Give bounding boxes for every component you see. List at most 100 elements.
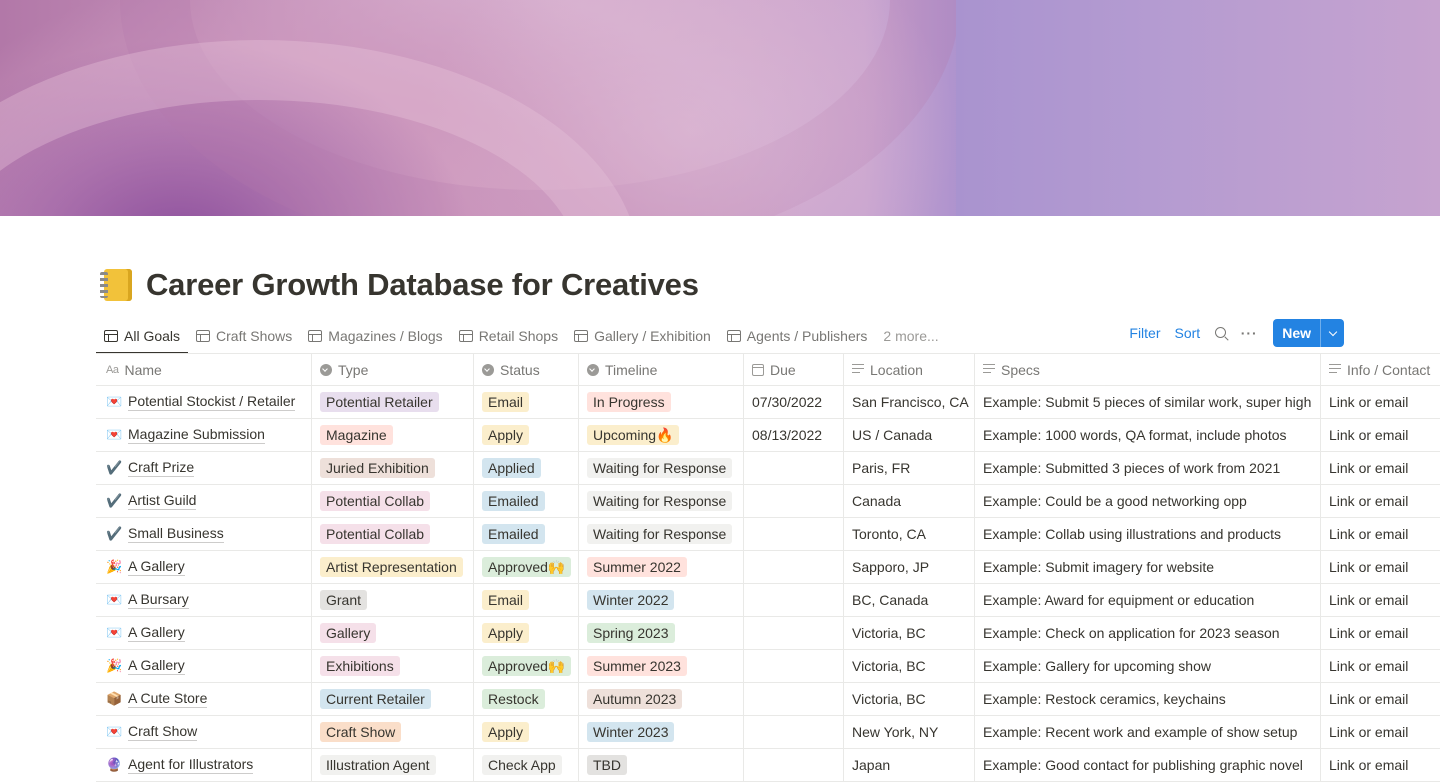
cell-info-contact[interactable]: Link or email [1321, 584, 1440, 616]
row-title-link[interactable]: Small Business [128, 525, 224, 543]
cell-location[interactable]: US / Canada [844, 419, 975, 451]
cell-timeline[interactable]: Summer 2023 [579, 650, 744, 682]
row-title-link[interactable]: A Gallery [128, 624, 185, 642]
table-row[interactable]: 💌 Potential Stockist / Retailer Potential … [96, 386, 1440, 419]
cell-type[interactable]: Potential Collab [312, 518, 474, 550]
cell-type[interactable]: Exhibitions [312, 650, 474, 682]
cell-timeline[interactable]: Spring 2023 [579, 617, 744, 649]
cell-location[interactable]: Victoria, BC [844, 683, 975, 715]
column-header-location[interactable]: Location [844, 354, 975, 385]
cell-timeline[interactable]: Winter 2023 [579, 716, 744, 748]
cell-due[interactable] [744, 650, 844, 682]
cell-specs[interactable]: Example: Recent work and example of show… [975, 716, 1321, 748]
cell-type[interactable]: Magazine [312, 419, 474, 451]
cell-type[interactable]: Potential Retailer [312, 386, 474, 418]
cell-type[interactable]: Potential Collab [312, 485, 474, 517]
row-title-link[interactable]: Potential Stockist / Retailer [128, 393, 296, 411]
cell-status[interactable]: Emailed [474, 485, 579, 517]
cell-specs[interactable]: Example: Gallery for upcoming show [975, 650, 1321, 682]
page-title[interactable]: Career Growth Database for Creatives [146, 267, 699, 302]
cell-due[interactable] [744, 683, 844, 715]
cell-name[interactable]: 💌 A Gallery [96, 617, 312, 649]
cell-specs[interactable]: Example: Check on application for 2023 s… [975, 617, 1321, 649]
cell-info-contact[interactable]: Link or email [1321, 386, 1440, 418]
cell-info-contact[interactable]: Link or email [1321, 419, 1440, 451]
row-title-link[interactable]: Agent for Illustrators [128, 756, 254, 774]
cell-due[interactable] [744, 716, 844, 748]
table-row[interactable]: 💌 Craft Show Craft Show Apply Winter 2023 New… [96, 716, 1440, 749]
cell-specs[interactable]: Example: Award for equipment or educatio… [975, 584, 1321, 616]
cell-type[interactable]: Craft Show [312, 716, 474, 748]
row-title-link[interactable]: Artist Guild [128, 492, 197, 510]
table-row[interactable]: 📦 A Cute Store Current Retailer Restock Autu… [96, 683, 1440, 716]
cell-status[interactable]: Apply [474, 716, 579, 748]
table-row[interactable]: 💌 A Gallery Gallery Apply Spring 2023 Victori… [96, 617, 1440, 650]
table-row[interactable]: ✔️ Craft Prize Juried Exhibition Applied Wai… [96, 452, 1440, 485]
tab-retail-shops[interactable]: Retail Shops [451, 319, 566, 353]
cell-status[interactable]: Check App [474, 749, 579, 781]
column-header-info-contact[interactable]: Info / Contact [1321, 354, 1440, 385]
cell-name[interactable]: 🎉 A Gallery [96, 650, 312, 682]
cell-info-contact[interactable]: Link or email [1321, 683, 1440, 715]
cell-status[interactable]: Applied [474, 452, 579, 484]
more-views-button[interactable]: 2 more... [883, 328, 939, 344]
cell-timeline[interactable]: In Progress [579, 386, 744, 418]
table-row[interactable]: 🔮 Agent for Illustrators Illustration Agen… [96, 749, 1440, 782]
cell-timeline[interactable]: Winter 2022 [579, 584, 744, 616]
cell-name[interactable]: ✔️ Small Business [96, 518, 312, 550]
tab-all-goals[interactable]: All Goals [96, 318, 189, 354]
row-title-link[interactable]: A Cute Store [128, 690, 208, 708]
row-title-link[interactable]: A Gallery [128, 657, 185, 675]
new-button[interactable]: New [1282, 325, 1311, 341]
cell-name[interactable]: 💌 Magazine Submission [96, 419, 312, 451]
cell-status[interactable]: Emailed [474, 518, 579, 550]
cell-status[interactable]: Email [474, 386, 579, 418]
cell-location[interactable]: New York, NY [844, 716, 975, 748]
cell-specs[interactable]: Example: Restock ceramics, keychains [975, 683, 1321, 715]
column-header-timeline[interactable]: Timeline [579, 354, 744, 385]
notebook-icon[interactable] [100, 267, 134, 303]
table-row[interactable]: 🎉 A Gallery Artist Representation Approved🙌… [96, 551, 1440, 584]
cell-due[interactable] [744, 584, 844, 616]
column-header-name[interactable]: Aa Name [96, 354, 312, 385]
tab-agents-publishers[interactable]: Agents / Publishers [719, 319, 876, 353]
cell-name[interactable]: 📦 A Cute Store [96, 683, 312, 715]
cell-timeline[interactable]: Waiting for Response [579, 518, 744, 550]
cell-location[interactable]: Canada [844, 485, 975, 517]
search-button[interactable] [1207, 319, 1235, 347]
filter-button[interactable]: Filter [1129, 325, 1161, 341]
column-header-due[interactable]: Due [744, 354, 844, 385]
more-options-button[interactable]: ··· [1235, 319, 1263, 347]
cell-status[interactable]: Approved🙌 [474, 551, 579, 583]
cell-name[interactable]: 💌 Craft Show [96, 716, 312, 748]
cell-name[interactable]: 💌 A Bursary [96, 584, 312, 616]
cell-info-contact[interactable]: Link or email [1321, 551, 1440, 583]
cell-specs[interactable]: Example: Submit imagery for website [975, 551, 1321, 583]
cell-name[interactable]: 💌 Potential Stockist / Retailer [96, 386, 312, 418]
cell-specs[interactable]: Example: Could be a good networking opp [975, 485, 1321, 517]
cell-specs[interactable]: Example: 1000 words, QA format, include … [975, 419, 1321, 451]
cell-info-contact[interactable]: Link or email [1321, 650, 1440, 682]
row-title-link[interactable]: A Gallery [128, 558, 185, 576]
table-row[interactable]: 💌 Magazine Submission Magazine Apply Upcomin… [96, 419, 1440, 452]
cell-info-contact[interactable]: Link or email [1321, 617, 1440, 649]
cell-specs[interactable]: Example: Submitted 3 pieces of work from… [975, 452, 1321, 484]
cell-type[interactable]: Artist Representation [312, 551, 474, 583]
cell-name[interactable]: 🔮 Agent for Illustrators [96, 749, 312, 781]
cell-timeline[interactable]: Waiting for Response [579, 485, 744, 517]
table-row[interactable]: 🎉 A Gallery Exhibitions Approved🙌 Summer 202… [96, 650, 1440, 683]
cell-name[interactable]: ✔️ Craft Prize [96, 452, 312, 484]
cell-name[interactable]: 🎉 A Gallery [96, 551, 312, 583]
cell-due[interactable] [744, 617, 844, 649]
cell-type[interactable]: Current Retailer [312, 683, 474, 715]
cell-location[interactable]: Paris, FR [844, 452, 975, 484]
cell-location[interactable]: San Francisco, CA [844, 386, 975, 418]
cell-due[interactable] [744, 518, 844, 550]
cell-type[interactable]: Illustration Agent [312, 749, 474, 781]
column-header-status[interactable]: Status [474, 354, 579, 385]
cell-timeline[interactable]: Upcoming🔥 [579, 419, 744, 451]
cell-location[interactable]: Toronto, CA [844, 518, 975, 550]
cell-timeline[interactable]: Autumn 2023 [579, 683, 744, 715]
cell-info-contact[interactable]: Link or email [1321, 749, 1440, 781]
cell-due[interactable]: 08/13/2022 [744, 419, 844, 451]
